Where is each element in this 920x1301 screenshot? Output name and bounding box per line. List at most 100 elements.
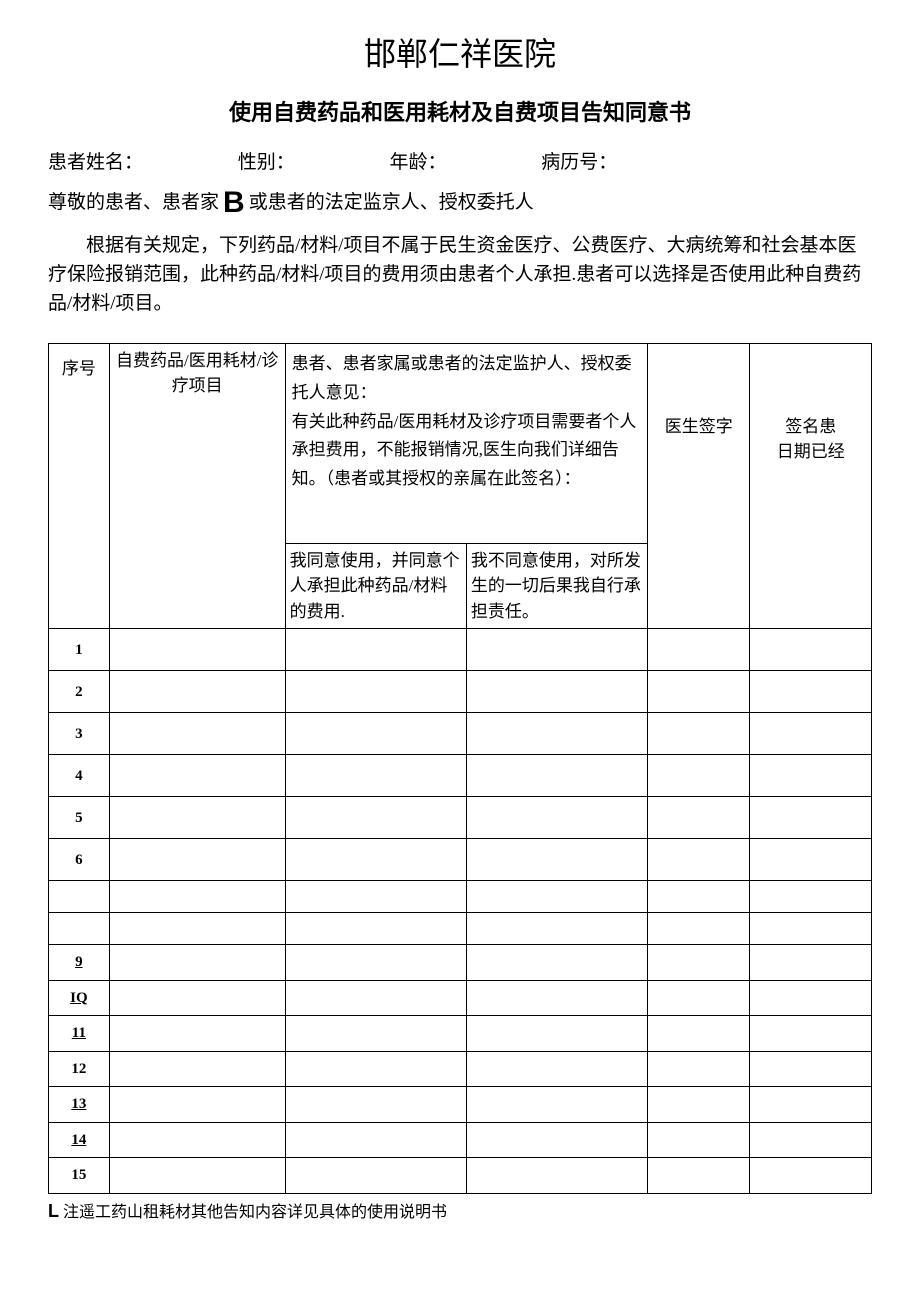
empty-cell xyxy=(466,913,647,945)
empty-cell xyxy=(285,881,466,913)
empty-cell xyxy=(648,1158,750,1194)
seq-cell xyxy=(49,881,110,913)
seq-cell: 11 xyxy=(49,1016,110,1052)
intro-paragraph: 根据有关规定，下列药品/材料/项目不属于民生资金医疗、公费医疗、大病统筹和社会基… xyxy=(48,231,872,319)
seq-cell: 3 xyxy=(49,713,110,755)
empty-cell xyxy=(285,945,466,981)
empty-cell xyxy=(109,913,285,945)
empty-cell xyxy=(648,913,750,945)
footnote: L注遥工药山租耗材其他告知内容详见具体的使用说明书 xyxy=(48,1198,872,1225)
empty-cell xyxy=(750,671,872,713)
empty-cell xyxy=(109,1087,285,1123)
seq-cell: 1 xyxy=(49,629,110,671)
seq-cell: 9 xyxy=(49,945,110,981)
empty-cell xyxy=(750,629,872,671)
table-row: 6 xyxy=(49,839,872,881)
empty-cell xyxy=(285,1051,466,1087)
empty-cell xyxy=(285,755,466,797)
empty-cell xyxy=(466,671,647,713)
table-row: 2 xyxy=(49,671,872,713)
label-name: 患者姓名： xyxy=(48,152,143,173)
empty-cell xyxy=(750,1051,872,1087)
empty-cell xyxy=(109,945,285,981)
empty-cell xyxy=(109,1122,285,1158)
seq-cell: 14 xyxy=(49,1122,110,1158)
empty-cell xyxy=(109,629,285,671)
table-row: 9 xyxy=(49,945,872,981)
empty-cell xyxy=(750,945,872,981)
document-subtitle: 使用自费药品和医用耗材及自费项目告知同意书 xyxy=(48,96,872,129)
empty-cell xyxy=(466,980,647,1016)
salutation-line: 尊敬的患者、患者家B或患者的法定监京人、授权委托人 xyxy=(48,180,872,225)
empty-cell xyxy=(750,1087,872,1123)
empty-cell xyxy=(648,1087,750,1123)
empty-cell xyxy=(750,881,872,913)
empty-cell xyxy=(648,839,750,881)
empty-cell xyxy=(750,797,872,839)
salutation-post: 或患者的法定监京人、授权委托人 xyxy=(249,192,534,213)
empty-cell xyxy=(285,913,466,945)
footnote-text: 注遥工药山租耗材其他告知内容详见具体的使用说明书 xyxy=(63,1204,447,1221)
empty-cell xyxy=(285,797,466,839)
header-seq: 序号 xyxy=(49,343,110,629)
empty-cell xyxy=(466,1087,647,1123)
patient-info-line: 患者姓名： 性别： 年龄： 病历号： xyxy=(48,149,872,178)
label-age: 年龄： xyxy=(390,152,447,173)
table-row: IQ xyxy=(49,980,872,1016)
table-row: 15 xyxy=(49,1158,872,1194)
empty-cell xyxy=(648,1016,750,1052)
empty-cell xyxy=(466,797,647,839)
empty-cell xyxy=(750,1122,872,1158)
hospital-title: 邯郸仁祥医院 xyxy=(48,30,872,78)
empty-cell xyxy=(285,980,466,1016)
table-row: 1 xyxy=(49,629,872,671)
table-row: 12 xyxy=(49,1051,872,1087)
table-row: 11 xyxy=(49,1016,872,1052)
seq-cell: 15 xyxy=(49,1158,110,1194)
empty-cell xyxy=(648,980,750,1016)
empty-cell xyxy=(109,839,285,881)
empty-cell xyxy=(466,1051,647,1087)
table-row: 4 xyxy=(49,755,872,797)
empty-cell xyxy=(648,881,750,913)
header-item: 自费药品/医用耗材/诊疗项目 xyxy=(109,343,285,629)
seq-cell: 6 xyxy=(49,839,110,881)
empty-cell xyxy=(466,1158,647,1194)
empty-cell xyxy=(109,797,285,839)
empty-cell xyxy=(109,713,285,755)
header-agree: 我同意使用，并同意个人承担此种药品/材料的费用. xyxy=(285,543,466,629)
empty-cell xyxy=(648,671,750,713)
empty-cell xyxy=(285,629,466,671)
empty-cell xyxy=(750,839,872,881)
seq-cell: 12 xyxy=(49,1051,110,1087)
header-sign-date: 签名患 日期已经 xyxy=(750,343,872,629)
label-sex: 性别： xyxy=(238,152,295,173)
salutation-pre: 尊敬的患者、患者家 xyxy=(48,192,219,213)
empty-cell xyxy=(648,797,750,839)
empty-cell xyxy=(750,980,872,1016)
empty-cell xyxy=(466,839,647,881)
table-row: 13 xyxy=(49,1087,872,1123)
empty-cell xyxy=(466,945,647,981)
empty-cell xyxy=(109,1051,285,1087)
empty-cell xyxy=(466,1122,647,1158)
seq-cell xyxy=(49,913,110,945)
empty-cell xyxy=(750,1016,872,1052)
empty-cell xyxy=(109,881,285,913)
seq-cell: IQ xyxy=(49,980,110,1016)
empty-cell xyxy=(109,671,285,713)
empty-cell xyxy=(466,629,647,671)
empty-cell xyxy=(648,945,750,981)
table-row: 5 xyxy=(49,797,872,839)
empty-cell xyxy=(109,980,285,1016)
empty-cell xyxy=(750,1158,872,1194)
empty-cell xyxy=(285,839,466,881)
empty-cell xyxy=(285,1087,466,1123)
empty-cell xyxy=(750,913,872,945)
empty-cell xyxy=(750,755,872,797)
header-disagree: 我不同意使用，对所发生的一切后果我自行承担责任。 xyxy=(466,543,647,629)
empty-cell xyxy=(109,1158,285,1194)
empty-cell xyxy=(285,671,466,713)
empty-cell xyxy=(466,1016,647,1052)
table-row xyxy=(49,913,872,945)
